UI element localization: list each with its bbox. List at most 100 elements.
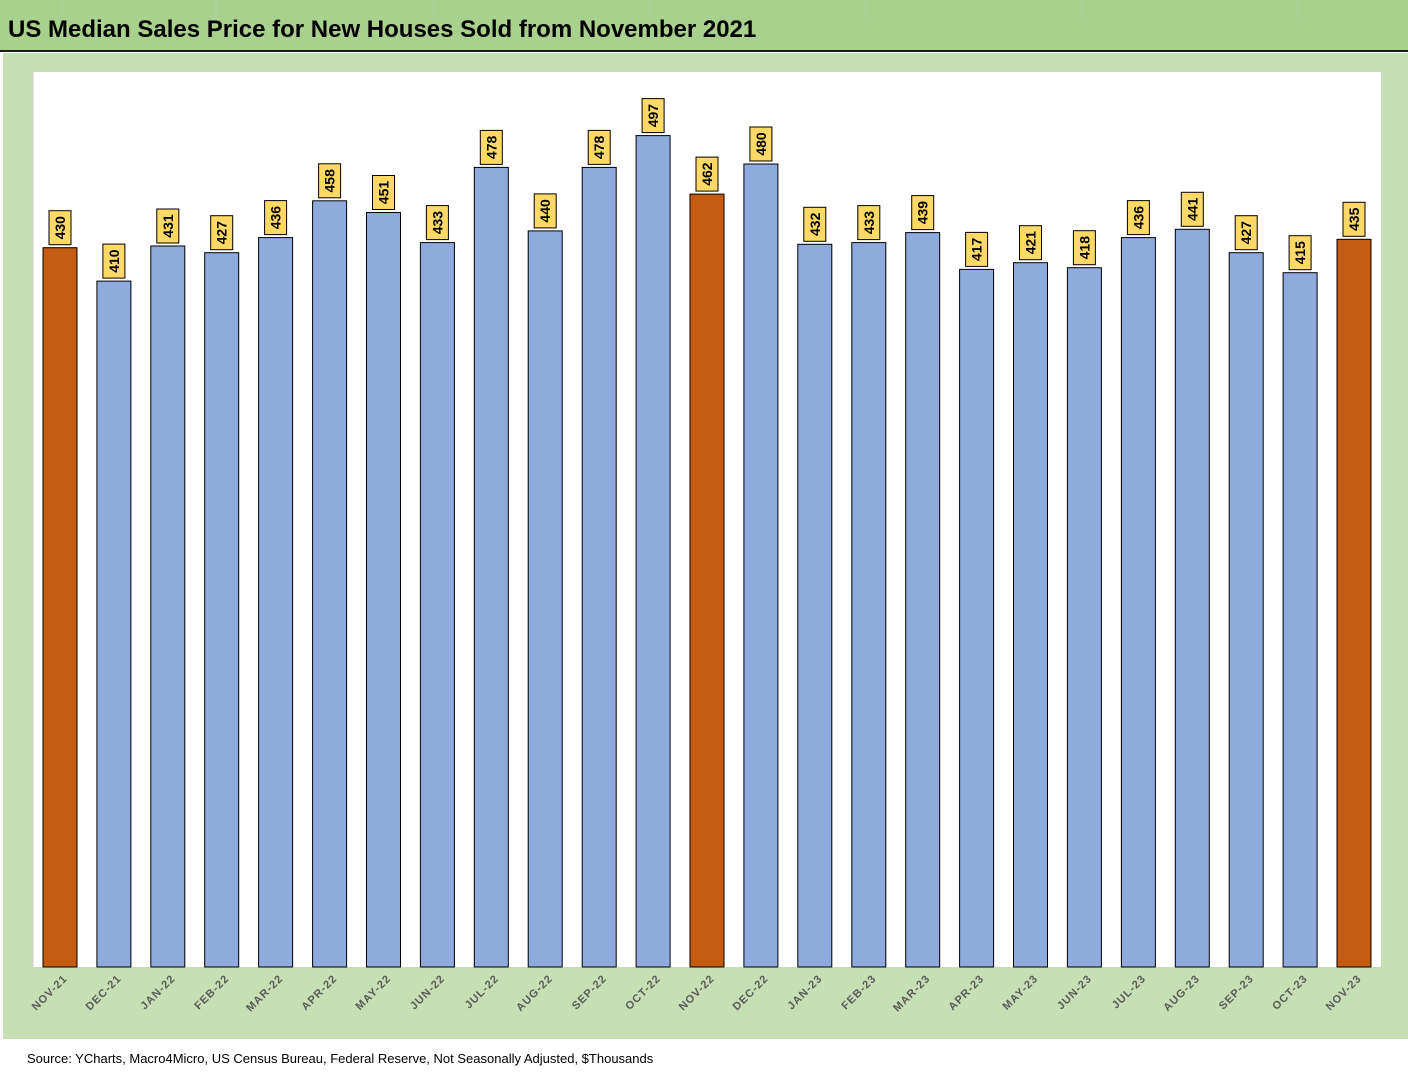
chart-title: US Median Sales Price for New Houses Sol… xyxy=(8,16,757,43)
bar-apr-22 xyxy=(312,200,348,968)
data-label-oct-22: 497 xyxy=(641,98,665,134)
data-label-text: 427 xyxy=(214,221,230,245)
x-axis-tick-labels: NOV-21 DEC-21 JAN-22 FEB-22 MAR-22 APR-22 MAY-… xyxy=(30,973,1364,1015)
data-label-text: 478 xyxy=(591,136,607,160)
bar-nov-23 xyxy=(1336,238,1372,968)
x-tick-label-oct-23: OCT-23 xyxy=(1270,973,1310,1013)
bar-oct-22 xyxy=(635,135,671,968)
data-label-feb-22: 427 xyxy=(210,215,234,251)
bar-jan-22 xyxy=(150,245,186,968)
x-tick-label-mar-22: MAR-22 xyxy=(244,973,286,1015)
data-label-nov-22: 462 xyxy=(695,156,719,192)
data-label-text: 440 xyxy=(537,199,553,223)
bar-apr-23 xyxy=(959,268,995,968)
data-label-box xyxy=(695,156,719,192)
data-label-text: 417 xyxy=(969,238,985,262)
data-label-text: 410 xyxy=(106,249,122,273)
bar-chart: 430 410 431 427 436 458 451 433 478 440 478 497 462 4… xyxy=(30,72,1381,1015)
data-label-box xyxy=(911,195,935,231)
bar-jun-23 xyxy=(1066,267,1102,968)
bar-nov-21 xyxy=(42,247,78,968)
data-label-feb-23: 433 xyxy=(857,205,881,241)
x-tick-label-jul-22: JUL-22 xyxy=(463,973,502,1012)
data-label-text: 418 xyxy=(1076,236,1092,260)
data-label-box xyxy=(1019,225,1042,261)
data-label-box xyxy=(318,163,342,199)
x-tick-label-aug-22: AUG-22 xyxy=(514,973,555,1014)
data-label-box xyxy=(372,175,395,210)
data-label-mar-23: 439 xyxy=(911,195,935,231)
data-label-box xyxy=(425,205,449,241)
data-label-box xyxy=(533,193,557,229)
data-label-text: 478 xyxy=(483,136,499,160)
data-label-jul-23: 436 xyxy=(1126,200,1150,236)
x-tick-label-jul-23: JUL-23 xyxy=(1110,973,1149,1012)
data-label-text: 436 xyxy=(268,206,284,230)
data-label-box xyxy=(749,126,773,162)
data-label-text: 441 xyxy=(1184,197,1200,221)
bar-feb-23 xyxy=(851,242,887,968)
data-label-box xyxy=(641,98,665,134)
data-label-jul-22: 478 xyxy=(479,129,503,165)
bar-aug-23 xyxy=(1174,228,1210,968)
data-label-box xyxy=(264,200,288,236)
data-label-box xyxy=(803,206,827,242)
data-label-oct-23: 415 xyxy=(1288,235,1312,271)
data-label-box xyxy=(857,205,881,241)
bar-oct-23 xyxy=(1282,272,1318,968)
x-tick-label-may-22: MAY-22 xyxy=(354,973,394,1013)
bar-mar-22 xyxy=(258,237,294,968)
data-label-text: 451 xyxy=(376,181,392,205)
data-label-text: 480 xyxy=(753,132,769,156)
data-label-text: 421 xyxy=(1023,231,1039,255)
x-tick-label-nov-23: NOV-23 xyxy=(1324,973,1364,1013)
x-tick-label-sep-22: SEP-22 xyxy=(570,973,610,1013)
data-label-text: 433 xyxy=(861,211,877,235)
chart-title-bar: US Median Sales Price for New Houses Sol… xyxy=(0,0,1408,52)
data-label-text: 430 xyxy=(52,216,68,240)
data-label-box xyxy=(1180,191,1204,227)
data-label-apr-23: 417 xyxy=(965,231,989,267)
data-label-jun-23: 418 xyxy=(1072,230,1096,266)
bar-jun-22 xyxy=(419,242,455,968)
data-label-text: 427 xyxy=(1238,221,1254,245)
data-label-box xyxy=(48,210,72,246)
data-label-text: 415 xyxy=(1292,241,1308,265)
x-tick-label-feb-23: FEB-23 xyxy=(839,973,879,1013)
x-tick-label-dec-21: DEC-21 xyxy=(84,973,124,1013)
x-tick-label-may-23: MAY-23 xyxy=(1001,973,1041,1013)
data-label-jan-23: 432 xyxy=(803,206,827,242)
bar-feb-22 xyxy=(204,252,240,968)
data-label-dec-22: 480 xyxy=(749,126,773,162)
data-label-box xyxy=(965,231,989,267)
data-label-text: 497 xyxy=(645,104,661,128)
bar-jul-23 xyxy=(1120,237,1156,968)
bar-aug-22 xyxy=(527,230,563,968)
x-tick-label-mar-23: MAR-23 xyxy=(891,973,933,1015)
data-label-text: 431 xyxy=(160,214,176,238)
data-label-may-23: 421 xyxy=(1019,225,1042,261)
data-label-sep-23: 427 xyxy=(1234,215,1258,251)
x-tick-label-feb-22: FEB-22 xyxy=(192,973,232,1013)
chart-frame: 430 410 431 427 436 458 451 433 478 440 478 497 462 4… xyxy=(3,53,1408,1039)
data-label-nov-23: 435 xyxy=(1342,201,1366,237)
data-label-box xyxy=(1126,200,1150,236)
data-label-text: 433 xyxy=(429,211,445,235)
data-label-may-22: 451 xyxy=(372,175,395,210)
data-label-jun-22: 433 xyxy=(425,205,449,241)
x-tick-label-apr-23: APR-23 xyxy=(946,973,986,1013)
bar-jan-23 xyxy=(797,243,833,968)
data-label-box xyxy=(479,129,503,165)
bar-jul-22 xyxy=(473,166,509,968)
x-tick-label-nov-21: NOV-21 xyxy=(30,973,70,1013)
bar-dec-21 xyxy=(96,280,132,968)
data-label-box xyxy=(587,129,611,165)
data-label-box xyxy=(1234,215,1258,251)
data-label-nov-21: 430 xyxy=(48,210,72,246)
source-note: Source: YCharts, Macro4Micro, US Census … xyxy=(27,1051,654,1066)
data-label-text: 436 xyxy=(1130,206,1146,230)
data-label-text: 435 xyxy=(1346,207,1362,231)
data-label-aug-22: 440 xyxy=(533,193,557,229)
x-tick-label-jan-23: JAN-23 xyxy=(785,973,825,1013)
x-tick-label-nov-22: NOV-22 xyxy=(677,973,717,1013)
